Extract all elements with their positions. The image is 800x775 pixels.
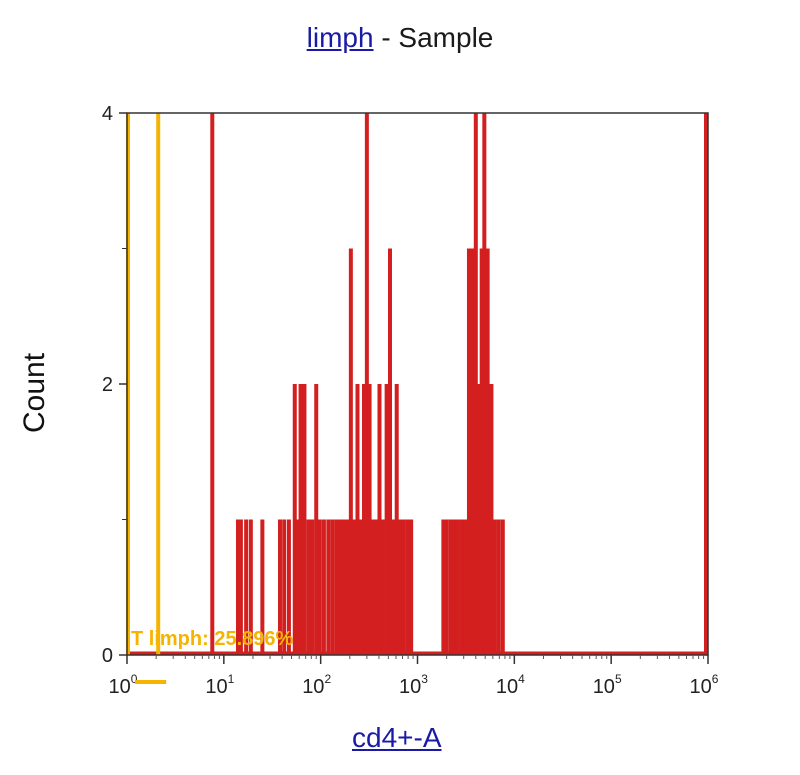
gate-lines (126, 113, 161, 655)
histogram-bar (374, 519, 379, 655)
histogram-bar (459, 519, 464, 655)
histogram-bar (298, 384, 303, 655)
histogram-bar (482, 113, 487, 655)
histogram-bar (314, 384, 319, 655)
x-axis-label[interactable]: cd4+-A (352, 722, 442, 753)
histogram-bar (286, 519, 291, 655)
histogram-bar (345, 519, 350, 655)
histogram-bar (444, 519, 449, 655)
histogram-bar (321, 519, 326, 655)
histogram-bar (485, 248, 490, 655)
histogram-bar (470, 248, 475, 655)
histogram-bar (330, 519, 335, 655)
histogram-bars (127, 113, 708, 656)
histogram-bar (326, 519, 331, 655)
histogram-bar (496, 519, 501, 655)
y-tick-label: 2 (102, 374, 113, 396)
histogram-bar (352, 519, 357, 655)
gate-label[interactable]: T limph: 25.896% (131, 628, 293, 650)
x-tick-label: 102 (302, 672, 331, 698)
histogram-bar (409, 519, 414, 655)
histogram-bar (704, 113, 708, 655)
histogram-bar (361, 384, 366, 655)
histogram-bar (370, 519, 375, 655)
histogram-bar (387, 248, 392, 655)
histogram-bar (337, 519, 342, 655)
title-link-limph[interactable]: limph (306, 22, 374, 53)
x-axis-ticks: 100 101 102 103 104 105 106 (109, 655, 719, 698)
title-suffix: - Sample (373, 22, 494, 53)
histogram-bar (306, 519, 311, 655)
histogram-bar (210, 113, 215, 655)
histogram-bar (405, 519, 410, 655)
histogram-bar (238, 519, 243, 655)
histogram-bar (377, 384, 382, 655)
histogram-bar (398, 519, 403, 655)
histogram-bar (355, 384, 360, 655)
histogram-bar (277, 519, 282, 655)
y-tick-label: 4 (102, 103, 113, 125)
histogram-bar (317, 519, 322, 655)
histogram-bar (235, 519, 240, 655)
histogram-bar (455, 519, 460, 655)
gate-range-marker[interactable] (135, 680, 167, 684)
histogram-bar (358, 519, 363, 655)
histogram-bar (367, 384, 372, 655)
histogram-bar (492, 519, 497, 655)
histogram-bar (441, 519, 446, 655)
histogram-bar (348, 248, 353, 655)
histogram-bar (310, 519, 315, 655)
histogram-bar (334, 519, 339, 655)
histogram-bar (448, 519, 453, 655)
histogram-bar (452, 519, 457, 655)
x-tick-label: 101 (205, 672, 234, 698)
histogram-bar (248, 519, 253, 655)
histogram-bar (476, 384, 481, 655)
histogram-bar (341, 519, 346, 655)
histogram-bar (302, 384, 307, 655)
x-tick-label: 105 (593, 672, 622, 698)
x-tick-label: 104 (496, 672, 525, 698)
histogram-bar (391, 519, 396, 655)
histogram-bar (401, 519, 406, 655)
histogram-bar (500, 519, 505, 655)
x-tick-label: 103 (399, 672, 428, 698)
histogram-bar (364, 113, 369, 655)
histogram-bar (292, 384, 297, 655)
histogram-bar (282, 519, 287, 655)
histogram-bar (260, 519, 265, 655)
histogram-bar (479, 248, 484, 655)
x-tick-label: 106 (690, 672, 719, 698)
y-tick-label: 0 (102, 645, 113, 667)
histogram-bar (244, 519, 249, 655)
histogram-bar (384, 384, 389, 655)
histogram-bar (473, 113, 478, 655)
x-tick-label: 100 (109, 672, 138, 698)
chart-title: limph - Sample (0, 22, 800, 54)
histogram-bar (466, 248, 471, 655)
histogram-bar (380, 519, 385, 655)
histogram-bar (394, 384, 399, 655)
y-axis-ticks: 0 2 4 (102, 103, 127, 667)
histogram-bar (295, 519, 300, 655)
histogram-bar (463, 519, 468, 655)
histogram-bar (489, 384, 494, 655)
